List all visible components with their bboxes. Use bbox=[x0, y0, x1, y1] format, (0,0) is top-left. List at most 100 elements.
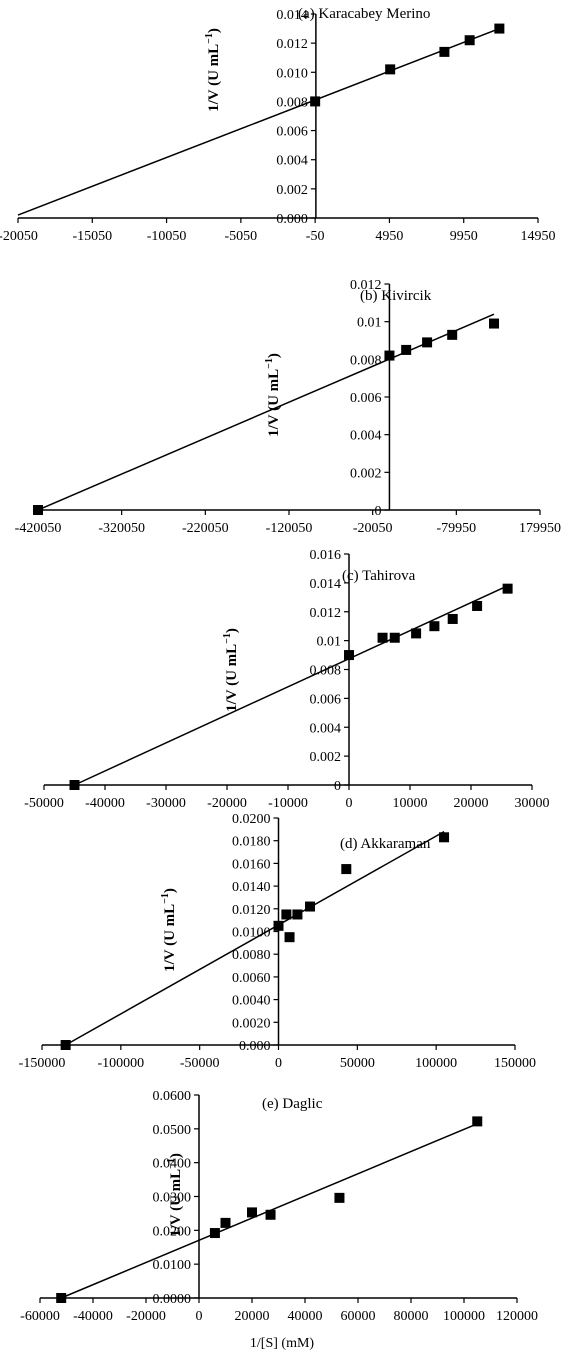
x-tick-label: -420050 bbox=[15, 521, 62, 536]
x-tick-label: -150000 bbox=[19, 1056, 66, 1071]
data-point bbox=[447, 329, 458, 340]
y-tick-label: 0.012 bbox=[350, 278, 382, 293]
y-tick-label: 0.012 bbox=[310, 606, 342, 621]
y-tick-label: 0.012 bbox=[276, 37, 308, 52]
x-tick-label: -15050 bbox=[72, 229, 112, 244]
x-tick-label: -50000 bbox=[24, 796, 64, 811]
y-tick-label: 0.004 bbox=[350, 429, 382, 444]
chart-title: (e) Daglic bbox=[262, 1096, 323, 1112]
y-tick-label: 0.0100 bbox=[232, 926, 271, 941]
y-axis-label-close: ) bbox=[206, 28, 222, 33]
y-tick-label: 0.004 bbox=[310, 721, 342, 736]
x-tick-label: 4950 bbox=[375, 229, 403, 244]
y-axis-label-close: ) bbox=[162, 888, 178, 893]
y-tick-label: 0.014 bbox=[310, 577, 342, 592]
y-tick-label: 0.0060 bbox=[232, 971, 271, 986]
y-axis-label-superscript: −1 bbox=[160, 893, 171, 904]
x-tick-label: 179950 bbox=[519, 521, 561, 536]
y-tick-label: 0.000 bbox=[276, 212, 308, 227]
y-axis-label-close: ) bbox=[224, 628, 240, 633]
chart-title: (a) Karacabey Merino bbox=[298, 6, 430, 22]
x-tick-label: 100000 bbox=[415, 1056, 457, 1071]
x-tick-label: -40000 bbox=[73, 1309, 113, 1324]
y-tick-label: 0.0040 bbox=[232, 994, 271, 1009]
y-tick-label: 0.014 bbox=[276, 8, 308, 23]
data-point bbox=[310, 96, 321, 107]
x-tick-label: 0 bbox=[196, 1309, 203, 1324]
x-tick-label: -50 bbox=[306, 229, 325, 244]
y-tick-label: 0.0200 bbox=[153, 1224, 192, 1239]
y-axis-label-close: ) bbox=[266, 353, 282, 358]
x-tick-label: 14950 bbox=[521, 229, 556, 244]
data-point bbox=[209, 1228, 220, 1239]
y-tick-label: 0.0180 bbox=[232, 835, 271, 850]
x-tick-label: 9950 bbox=[450, 229, 478, 244]
y-tick-label: 0.000 bbox=[239, 1039, 271, 1054]
y-tick-label: 0.0160 bbox=[232, 857, 271, 872]
x-tick-label: -10000 bbox=[268, 796, 308, 811]
data-point bbox=[265, 1209, 276, 1220]
x-tick-label: -120050 bbox=[266, 521, 313, 536]
y-tick-label: 0.006 bbox=[310, 692, 342, 707]
chart-panel-1: -20050 -15050 -10050 -5050 -50 4950 9950 14950 0… bbox=[0, 6, 556, 244]
x-tick-label: -220050 bbox=[182, 521, 229, 536]
y-axis-label-superscript: −1 bbox=[166, 1158, 177, 1169]
y-tick-label: 0.0200 bbox=[232, 812, 271, 827]
x-tick-label: 20000 bbox=[235, 1309, 270, 1324]
data-point bbox=[489, 318, 500, 329]
y-tick-label: 0.004 bbox=[276, 154, 308, 169]
chart-title: (b) Kivircik bbox=[360, 288, 432, 304]
data-point bbox=[464, 35, 475, 46]
data-point bbox=[220, 1217, 231, 1228]
y-tick-label: 0.002 bbox=[310, 750, 342, 765]
data-point bbox=[494, 23, 505, 34]
x-tick-label: -10050 bbox=[147, 229, 187, 244]
y-tick-label: 0.0080 bbox=[232, 948, 271, 963]
x-tick-label: 120000 bbox=[496, 1309, 538, 1324]
x-tick-label: -20050 bbox=[0, 229, 38, 244]
x-tick-label: -320050 bbox=[98, 521, 145, 536]
data-point bbox=[385, 64, 396, 75]
y-tick-label: 0.008 bbox=[310, 664, 342, 679]
x-tick-label: 30000 bbox=[515, 796, 550, 811]
data-point bbox=[472, 1116, 483, 1127]
y-tick-label: 0.002 bbox=[276, 183, 308, 198]
data-point bbox=[273, 920, 284, 931]
data-point bbox=[334, 1192, 345, 1203]
data-point bbox=[502, 583, 513, 594]
y-tick-label: 0 bbox=[334, 779, 341, 794]
data-point bbox=[69, 780, 80, 790]
x-tick-label: 0 bbox=[275, 1056, 282, 1071]
data-point bbox=[305, 901, 316, 912]
data-point bbox=[439, 832, 450, 843]
fit-line bbox=[65, 830, 445, 1046]
x-axis-label: 1/[S] (mM) bbox=[250, 1336, 315, 1351]
x-tick-label: 50000 bbox=[340, 1056, 375, 1071]
y-axis-label: 1/V (U mL−1) bbox=[204, 28, 222, 112]
data-point bbox=[439, 46, 450, 57]
data-point bbox=[281, 909, 292, 920]
y-tick-label: 0.002 bbox=[350, 466, 382, 481]
y-axis-label: 1/V (U mL−1) bbox=[166, 1153, 184, 1237]
data-point bbox=[411, 628, 422, 639]
data-point bbox=[377, 632, 388, 643]
x-tick-label: -20000 bbox=[126, 1309, 166, 1324]
data-point bbox=[56, 1293, 67, 1303]
data-point bbox=[60, 1040, 71, 1050]
y-tick-label: 0.0300 bbox=[153, 1191, 192, 1206]
y-tick-label: 0.0000 bbox=[153, 1292, 192, 1307]
y-tick-label: 0.01 bbox=[317, 635, 342, 650]
data-point bbox=[344, 650, 354, 661]
x-tick-label: 0 bbox=[346, 796, 353, 811]
y-axis-label: 1/V (U mL−1) bbox=[222, 628, 240, 712]
chart-title: (d) Akkaraman bbox=[340, 836, 431, 852]
x-tick-label: -100000 bbox=[97, 1056, 144, 1071]
y-tick-label: 0.0400 bbox=[153, 1157, 192, 1172]
fit-line bbox=[17, 27, 500, 216]
y-axis-label-close: ) bbox=[168, 1153, 184, 1158]
y-tick-label: 0.008 bbox=[350, 353, 382, 368]
data-point bbox=[284, 932, 295, 943]
y-tick-label: 0.0020 bbox=[232, 1016, 271, 1031]
data-point bbox=[33, 505, 43, 515]
